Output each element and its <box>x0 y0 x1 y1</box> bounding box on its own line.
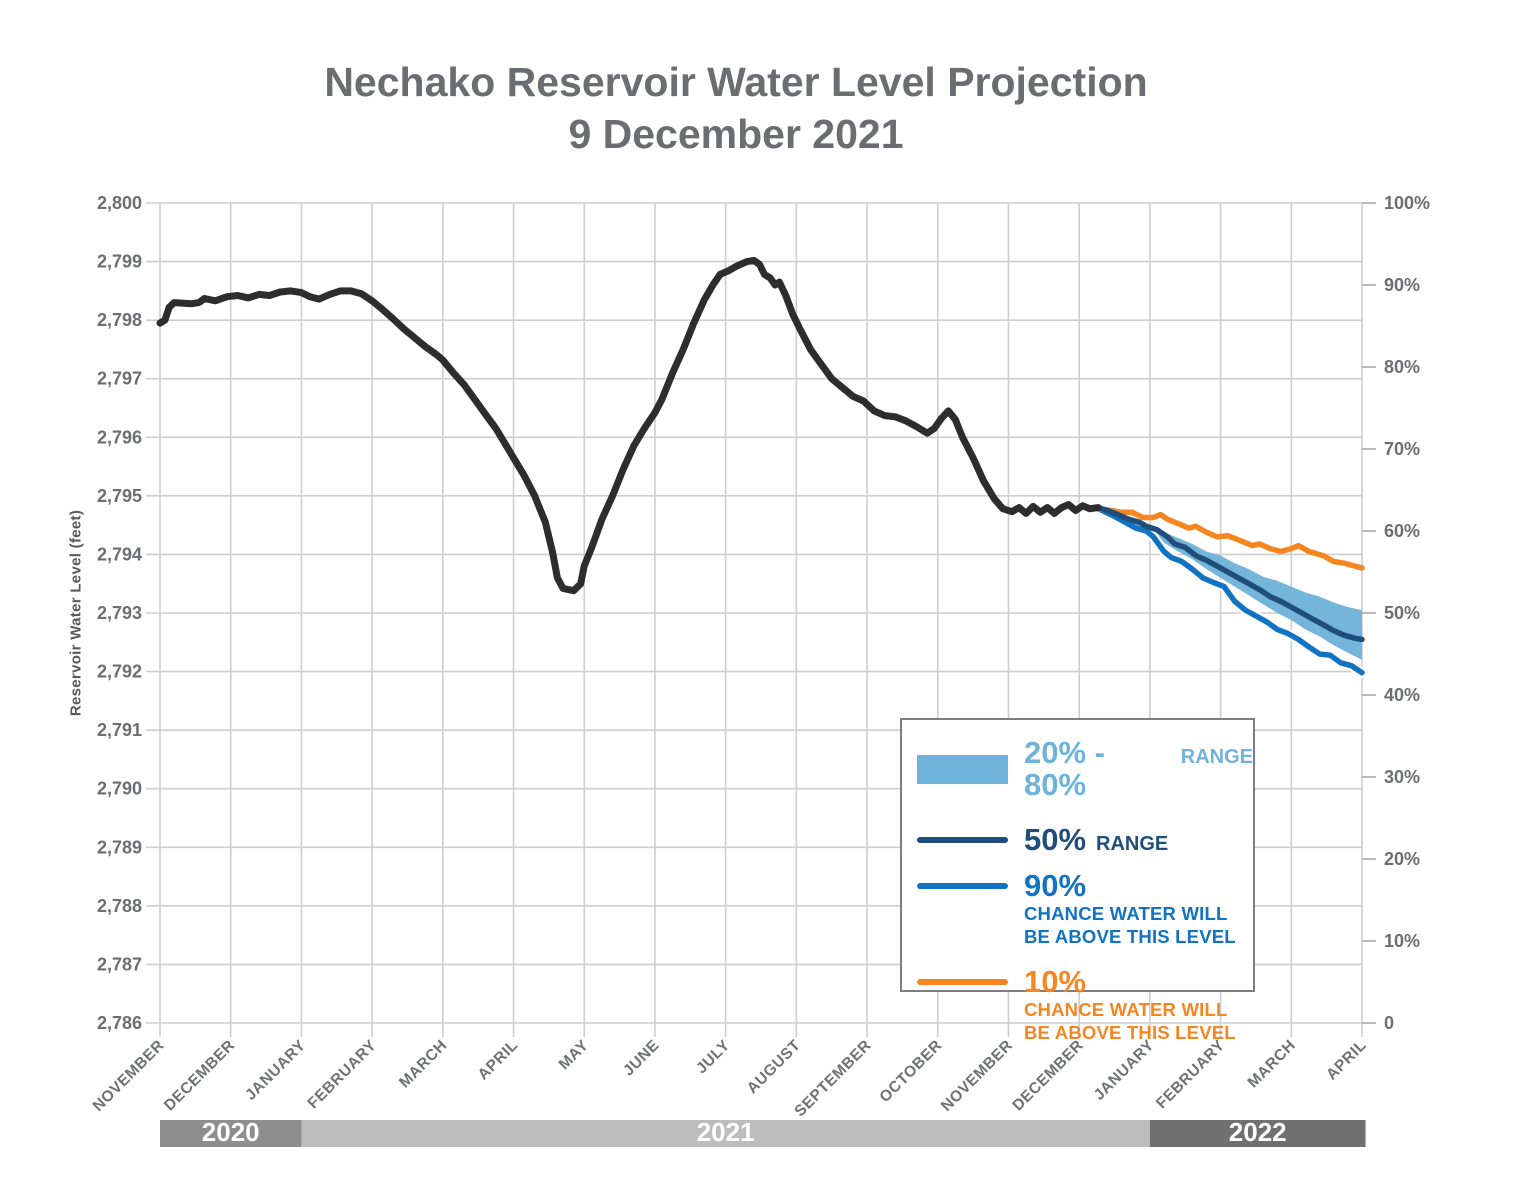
x-tick-label: OCTOBER <box>876 1037 945 1106</box>
y-right-tick-label: 10% <box>1384 931 1420 951</box>
legend-item-10-chance: 10% CHANCE WATER WILL BE ABOVE THIS LEVE… <box>917 966 1253 1044</box>
legend-90-line1: CHANCE WATER WILL <box>1024 903 1228 924</box>
legend-item-50-range: 50% RANGE <box>917 824 1253 856</box>
line-50 <box>1095 504 1365 643</box>
y-left-tick-label: 2,786 <box>97 1013 142 1033</box>
legend-label-10: 10% CHANCE WATER WILL BE ABOVE THIS LEVE… <box>1024 966 1236 1044</box>
legend-50-small: RANGE <box>1096 833 1169 855</box>
line-10 <box>1095 505 1365 571</box>
legend-90-line2: BE ABOVE THIS LEVEL <box>1024 926 1236 947</box>
y-right-tick-label: 90% <box>1384 275 1420 295</box>
legend-20-80-big: 20% - 80% <box>1024 735 1105 802</box>
y-left-tick-label: 2,798 <box>97 310 142 330</box>
legend-item-90-chance: 90% CHANCE WATER WILL BE ABOVE THIS LEVE… <box>917 870 1253 948</box>
x-tick-label: APRIL <box>1323 1037 1370 1084</box>
y-left-tick-label: 2,793 <box>97 603 142 623</box>
y-right-tick-label: 80% <box>1384 357 1420 377</box>
legend-box: 20% - 80% RANGE 50% RANGE 90% CHANCE WAT… <box>900 718 1255 1043</box>
y-left-tick-label: 2,789 <box>97 837 142 857</box>
x-tick-label: NOVEMBER <box>938 1037 1016 1115</box>
legend-20-80-small: RANGE <box>1180 746 1253 768</box>
y-right-tick-label: 50% <box>1384 603 1420 623</box>
y-right-tick-label: 70% <box>1384 439 1420 459</box>
y-left-tick-label: 2,795 <box>97 486 142 506</box>
legend-10-big: 10% <box>1024 964 1087 999</box>
x-tick-label: FEBRUARY <box>1153 1037 1228 1112</box>
y-left-tick-label: 2,791 <box>97 720 142 740</box>
y-left-tick-label: 2,788 <box>97 896 142 916</box>
chart-title-line2: 9 December 2021 <box>568 111 904 157</box>
chart-title-line1: Nechako Reservoir Water Level Projection <box>324 59 1148 105</box>
y-right-tick-label: 20% <box>1384 849 1420 869</box>
y-right-tick-label: 100% <box>1384 193 1430 213</box>
orange-line-swatch <box>917 979 1008 985</box>
blue-line-swatch <box>917 883 1008 889</box>
y-right-tick-label: 30% <box>1384 767 1420 787</box>
year-segment <box>160 1120 302 1147</box>
y-left-tick-label: 2,800 <box>97 193 142 213</box>
x-tick-label: FEBRUARY <box>305 1037 380 1112</box>
y-left-tick-label: 2,799 <box>97 252 142 272</box>
x-tick-label: APRIL <box>475 1037 522 1084</box>
year-segment <box>301 1120 1150 1147</box>
legend-label-50: 50% RANGE <box>1024 824 1168 856</box>
navy-line-swatch <box>917 837 1008 843</box>
x-tick-label: JUNE <box>620 1037 663 1080</box>
y-left-tick-label: 2,796 <box>97 427 142 447</box>
legend-10-line2: BE ABOVE THIS LEVEL <box>1024 1022 1236 1043</box>
band-20-80 <box>1100 509 1362 660</box>
y-left-tick-label: 2,797 <box>97 369 142 389</box>
year-label: 2020 <box>202 1117 260 1147</box>
x-tick-label: JULY <box>693 1037 734 1078</box>
y-right-tick-label: 40% <box>1384 685 1420 705</box>
legend-label-20-80: 20% - 80% RANGE <box>1024 737 1253 801</box>
legend-label-90: 90% CHANCE WATER WILL BE ABOVE THIS LEVE… <box>1024 870 1236 948</box>
x-tick-label: DECEMBER <box>1009 1037 1087 1115</box>
year-label: 2022 <box>1229 1117 1287 1147</box>
band-swatch <box>917 754 1008 784</box>
y-right-tick-label: 60% <box>1384 521 1420 541</box>
x-tick-label: MARCH <box>1245 1037 1300 1092</box>
legend-item-20-80-range: 20% - 80% RANGE <box>917 737 1253 801</box>
y-right-tick-label: 0 <box>1384 1013 1394 1033</box>
legend-50-big: 50% <box>1024 822 1087 857</box>
chart-title: Nechako Reservoir Water Level Projection… <box>0 56 1472 160</box>
legend-90-big: 90% <box>1024 868 1087 903</box>
x-tick-label: SEPTEMBER <box>791 1037 874 1120</box>
x-tick-label: JANUARY <box>242 1037 309 1104</box>
x-tick-label: MAY <box>556 1037 593 1074</box>
legend-10-line1: CHANCE WATER WILL <box>1024 999 1228 1020</box>
historical-line <box>156 256 1102 595</box>
line-90 <box>1095 505 1365 676</box>
x-tick-label: DECEMBER <box>161 1037 239 1115</box>
x-tick-label: JANUARY <box>1091 1037 1158 1104</box>
y-left-tick-label: 2,790 <box>97 779 142 799</box>
y-left-tick-label: 2,787 <box>97 954 142 974</box>
x-tick-label: MARCH <box>396 1037 451 1092</box>
x-tick-label: AUGUST <box>744 1037 804 1097</box>
year-label: 2021 <box>697 1117 755 1147</box>
y-left-tick-label: 2,792 <box>97 662 142 682</box>
year-segment <box>1149 1120 1366 1147</box>
y-left-tick-label: 2,794 <box>97 544 142 564</box>
x-tick-label: NOVEMBER <box>90 1037 168 1115</box>
